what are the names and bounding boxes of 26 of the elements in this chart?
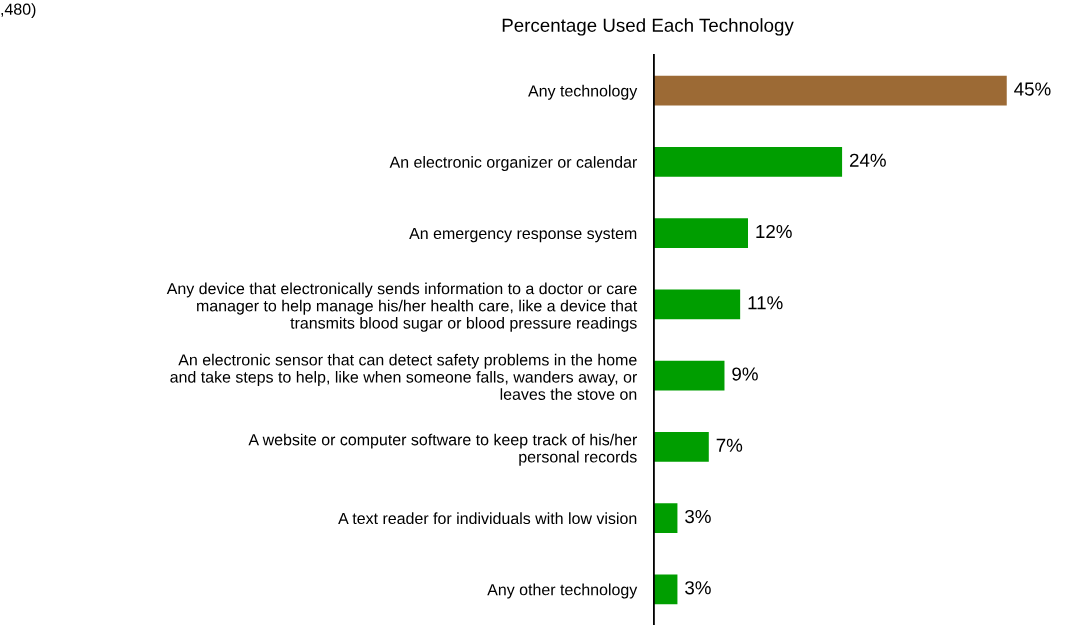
- data-label: 24%: [849, 153, 886, 167]
- bar: [653, 574, 678, 605]
- data-label: 9%: [732, 367, 758, 381]
- data-label: 3%: [685, 581, 711, 595]
- y-tick-label: Any other technology: [487, 583, 638, 599]
- y-tick-label: Any technology: [528, 84, 638, 100]
- bar: [653, 75, 1007, 106]
- y-tick-label: An electronic sensor that can detect safety problems in the home and take steps to help, like when someone falls, wanders away, or leaves the stove on: [170, 353, 638, 400]
- bar: [653, 431, 709, 462]
- bar: [653, 360, 725, 391]
- bar: [653, 146, 843, 177]
- text: ,480): [1, 3, 36, 19]
- bar: [653, 289, 741, 320]
- bar: [653, 218, 748, 249]
- data-label: 12%: [756, 224, 792, 239]
- data-label: 3%: [685, 509, 711, 524]
- y-tick-label: A text reader for individuals with low vision: [338, 512, 637, 525]
- data-label: 11%: [748, 296, 783, 310]
- y-tick-label: An electronic organizer or calendar: [389, 156, 637, 171]
- data-label: 7%: [716, 438, 743, 452]
- bar: [653, 503, 678, 534]
- y-tick-label: Any device that electronically sends information to a doctor or care manager to help manage his/her health care, like a device that transmits blood sugar or blood pressure readings: [166, 282, 638, 332]
- y-tick-label: A website or computer software to keep track of his/her personal records: [248, 433, 637, 466]
- data-label: 45%: [1014, 82, 1051, 96]
- chart-title: Percentage Used Each Technology: [502, 18, 794, 36]
- y-tick-label: An emergency response system: [409, 227, 637, 243]
